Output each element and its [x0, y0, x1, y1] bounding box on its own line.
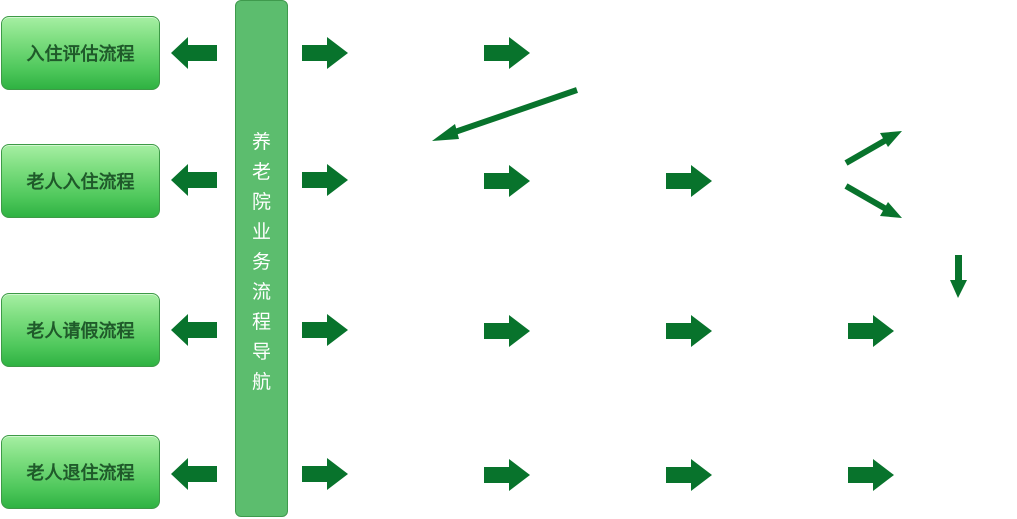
arrow-left-icon [171, 314, 217, 346]
arrow-left-icon [171, 164, 217, 196]
arrow-down-icon [950, 255, 967, 298]
arrow-diagonal-icon [880, 131, 902, 147]
process-button-elder-checkout[interactable]: 老人退住流程 [1, 435, 160, 509]
arrow-right-icon [848, 459, 894, 491]
arrow-right-icon [848, 315, 894, 347]
arrow-right-icon [666, 315, 712, 347]
arrow-right-icon [666, 165, 712, 197]
arrow-right-icon [302, 37, 348, 69]
arrow-right-icon [484, 37, 530, 69]
arrow-right-icon [484, 315, 530, 347]
navigation-bar: 养老院业务流程导航 [235, 0, 288, 517]
arrow-diagonal-icon [880, 202, 902, 218]
arrow-right-icon [302, 314, 348, 346]
arrow-right-icon [484, 459, 530, 491]
arrow-diagonal-icon [432, 124, 459, 141]
arrow-right-icon [302, 458, 348, 490]
navigation-title: 养老院业务流程导航 [251, 130, 271, 393]
process-button-elder-admission[interactable]: 老人入住流程 [1, 144, 160, 218]
arrow-diagonal-icon [844, 137, 888, 166]
process-button-admission-assessment[interactable]: 入住评估流程 [1, 16, 160, 90]
arrow-right-icon [484, 165, 530, 197]
arrow-diagonal-icon [844, 183, 888, 212]
arrow-diagonal-icon [451, 87, 578, 136]
arrow-right-icon [666, 459, 712, 491]
arrow-right-icon [302, 164, 348, 196]
process-button-elder-leave[interactable]: 老人请假流程 [1, 293, 160, 367]
arrow-left-icon [171, 458, 217, 490]
arrow-left-icon [171, 37, 217, 69]
